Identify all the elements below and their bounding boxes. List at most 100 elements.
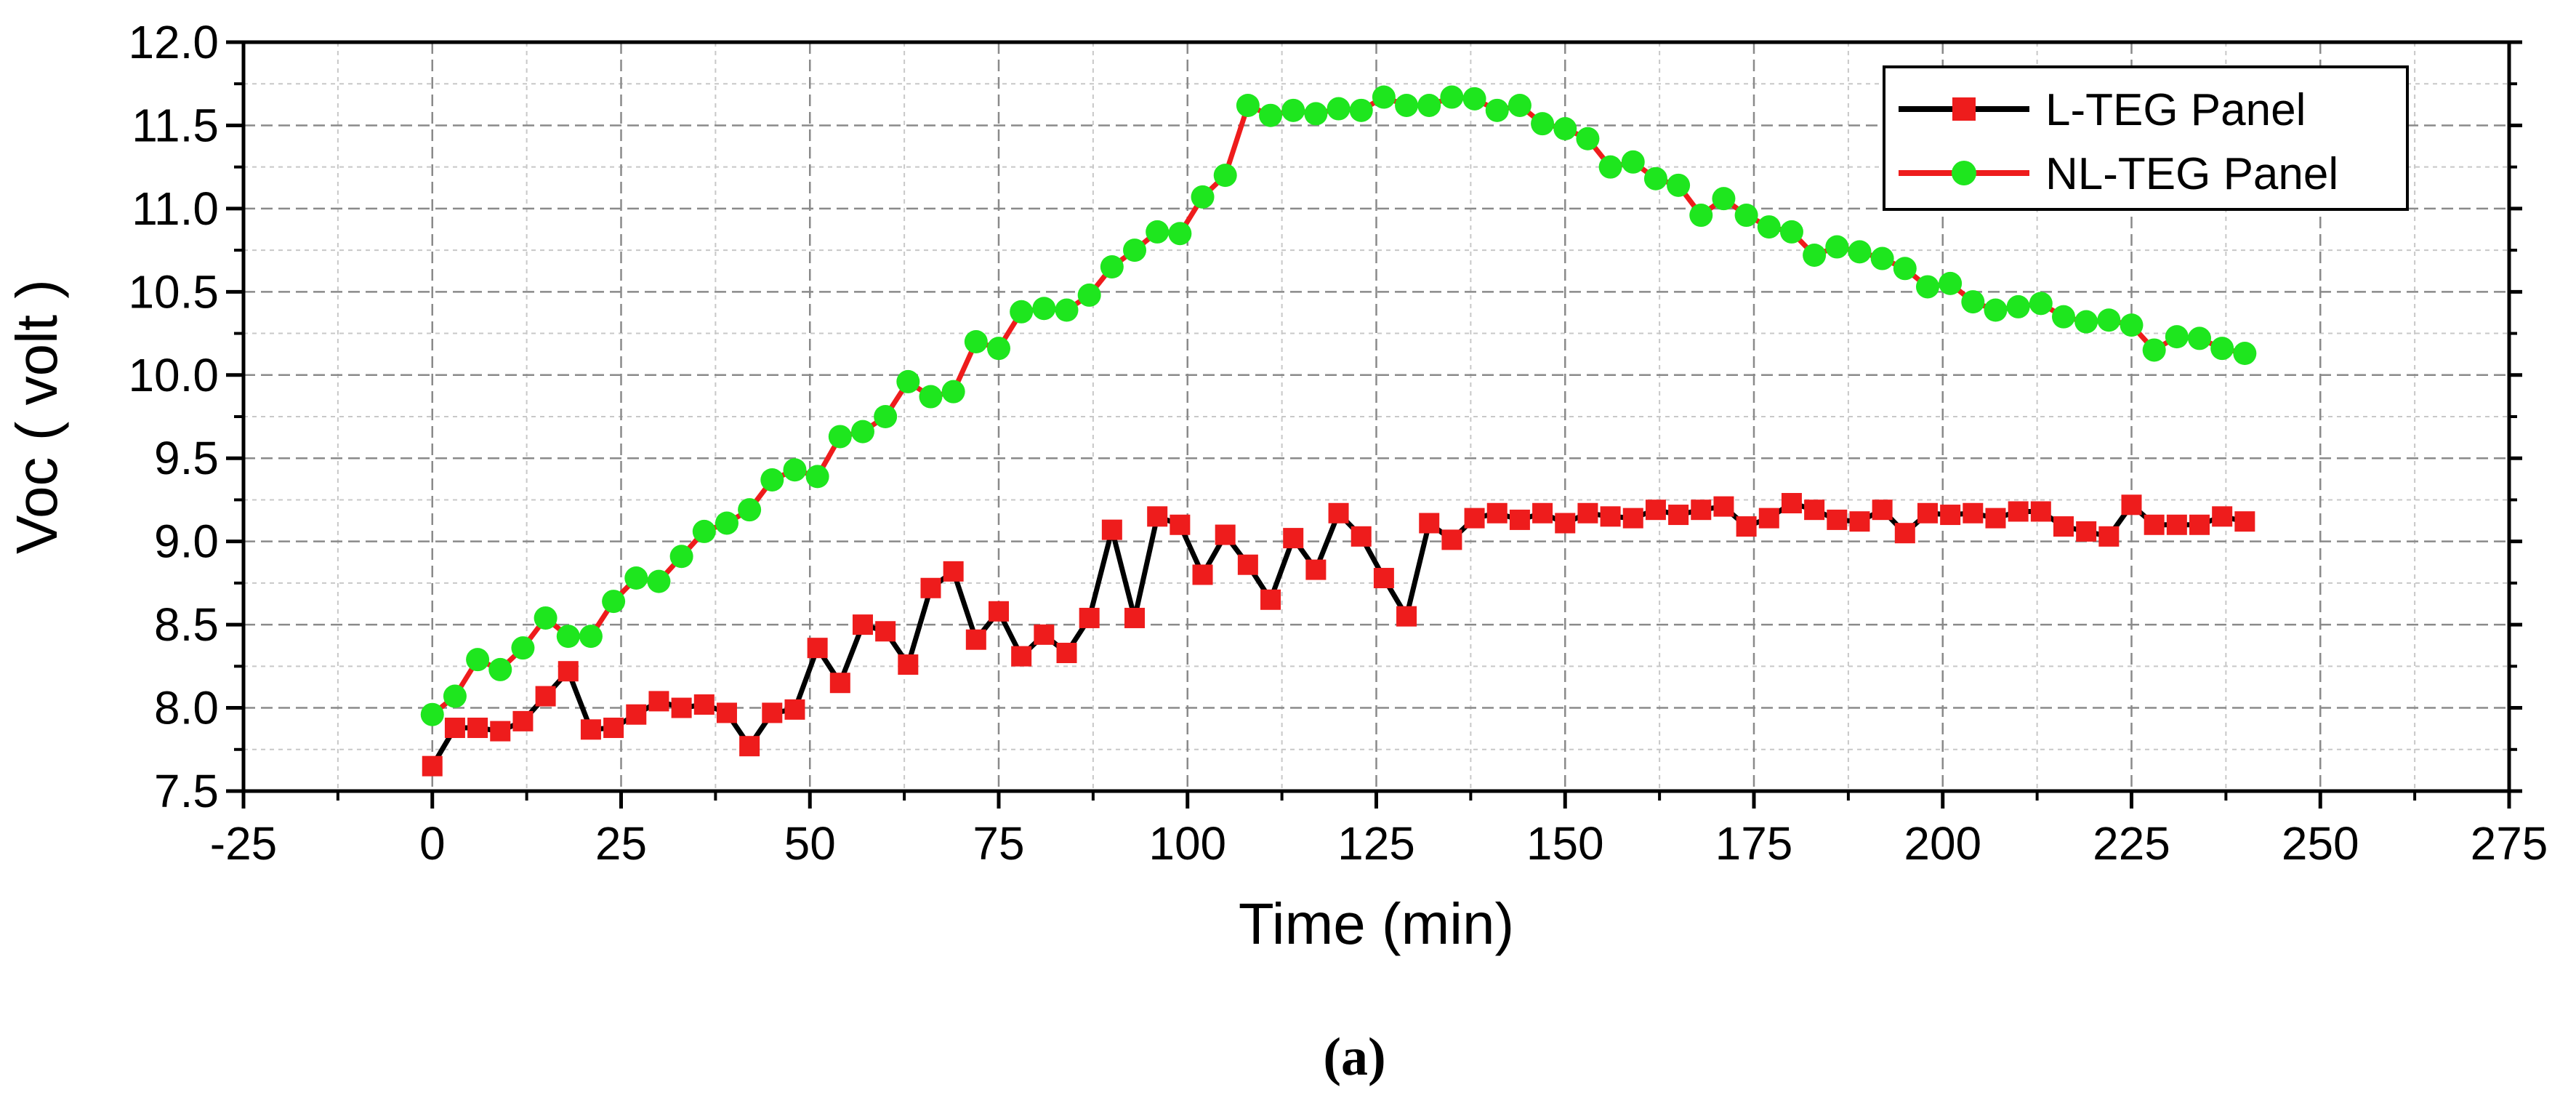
data-point — [1668, 505, 1689, 526]
data-point — [1237, 554, 1258, 575]
x-axis-title: Time (min) — [1239, 891, 1514, 956]
data-point — [1055, 298, 1079, 322]
data-point — [2144, 514, 2165, 535]
x-tick-label: 275 — [2471, 817, 2548, 870]
x-tick-label: 125 — [1337, 817, 1415, 870]
legend: L-TEG Panel NL-TEG Panel — [1883, 65, 2409, 211]
data-point — [1712, 187, 1736, 211]
y-tick-label: 11.5 — [132, 99, 219, 151]
data-point — [422, 755, 443, 777]
data-point — [2097, 308, 2121, 332]
data-point — [1985, 508, 2006, 529]
data-point — [1191, 185, 1215, 209]
data-point — [2188, 326, 2212, 350]
data-point — [490, 721, 511, 742]
data-point — [1170, 514, 1191, 535]
data-point — [784, 699, 805, 720]
data-point — [896, 369, 920, 393]
data-point — [669, 545, 693, 569]
data-point — [1757, 215, 1781, 239]
series-markers-l-teg — [422, 493, 2255, 777]
data-point — [1236, 93, 1260, 117]
data-point — [556, 625, 580, 649]
data-point — [1531, 112, 1555, 136]
data-point — [626, 704, 647, 725]
data-point — [1598, 155, 1622, 179]
data-point — [762, 702, 783, 723]
data-point — [1011, 646, 1032, 667]
data-point — [828, 425, 852, 449]
data-point — [1259, 103, 1283, 127]
data-point — [1600, 506, 1621, 527]
x-tick-label: 50 — [784, 817, 836, 870]
x-tick-label: 200 — [1904, 817, 1981, 870]
data-point — [1372, 85, 1396, 109]
x-tick-label: 100 — [1148, 817, 1226, 870]
data-point — [783, 458, 807, 482]
data-point — [1260, 589, 1281, 610]
data-point — [466, 648, 490, 672]
data-point — [647, 569, 671, 593]
data-point — [511, 636, 535, 660]
data-point — [1010, 300, 1034, 324]
legend-marker-nl-teg — [1952, 161, 1976, 185]
data-point — [1984, 298, 2008, 322]
data-point — [875, 621, 896, 642]
data-point — [943, 561, 964, 582]
data-point — [1305, 559, 1327, 580]
data-point — [1894, 523, 1915, 544]
data-point — [1304, 102, 1328, 126]
axis-ticks: -25 0 25 50 75 100 125 150 175 200 225 250 275 7.5 8.0… — [128, 16, 2548, 870]
data-point — [1963, 502, 1984, 524]
data-point — [579, 625, 603, 649]
data-point — [1848, 240, 1872, 264]
data-point — [1123, 238, 1147, 262]
data-point — [2053, 516, 2074, 537]
data-point — [964, 330, 988, 353]
data-point — [739, 736, 760, 757]
x-tick-label: 75 — [973, 817, 1024, 870]
y-tick-label: 7.5 — [154, 765, 219, 817]
data-point — [1032, 297, 1056, 321]
data-point — [2076, 521, 2097, 542]
data-point — [671, 697, 692, 718]
legend-label-nl-teg: NL-TEG Panel — [2045, 149, 2338, 199]
data-point — [1146, 220, 1170, 244]
data-point — [1827, 509, 1848, 530]
data-point — [443, 684, 467, 708]
data-point — [1691, 500, 1712, 521]
data-point — [1508, 93, 1531, 117]
data-point — [1213, 164, 1237, 188]
data-point — [1351, 526, 1372, 547]
data-point — [738, 498, 762, 522]
data-point — [603, 718, 624, 739]
data-point — [648, 691, 669, 712]
y-tick-label: 12.0 — [128, 16, 219, 68]
data-point — [1622, 508, 1643, 529]
data-point — [2234, 511, 2255, 532]
data-point — [1373, 568, 1394, 589]
data-point — [1417, 93, 1441, 117]
data-point — [1939, 271, 1963, 295]
data-point — [1168, 222, 1192, 246]
data-point — [965, 629, 986, 650]
data-point — [488, 657, 512, 681]
data-point — [2120, 313, 2144, 337]
data-point — [1804, 500, 1825, 521]
x-tick-label: 0 — [419, 817, 446, 870]
data-point — [2051, 305, 2075, 329]
data-point — [989, 601, 1009, 622]
data-point — [1486, 502, 1508, 524]
series-layer — [420, 85, 2257, 777]
data-point — [1917, 502, 1938, 524]
grid-lines — [243, 42, 2509, 791]
y-tick-label: 9.0 — [154, 516, 219, 568]
data-point — [1077, 283, 1101, 307]
data-point — [1440, 85, 1464, 109]
data-point — [1915, 275, 1939, 299]
panel-label: (a) — [1323, 1027, 1385, 1087]
data-point — [580, 719, 601, 740]
data-point — [987, 337, 1010, 361]
data-point — [467, 718, 488, 739]
